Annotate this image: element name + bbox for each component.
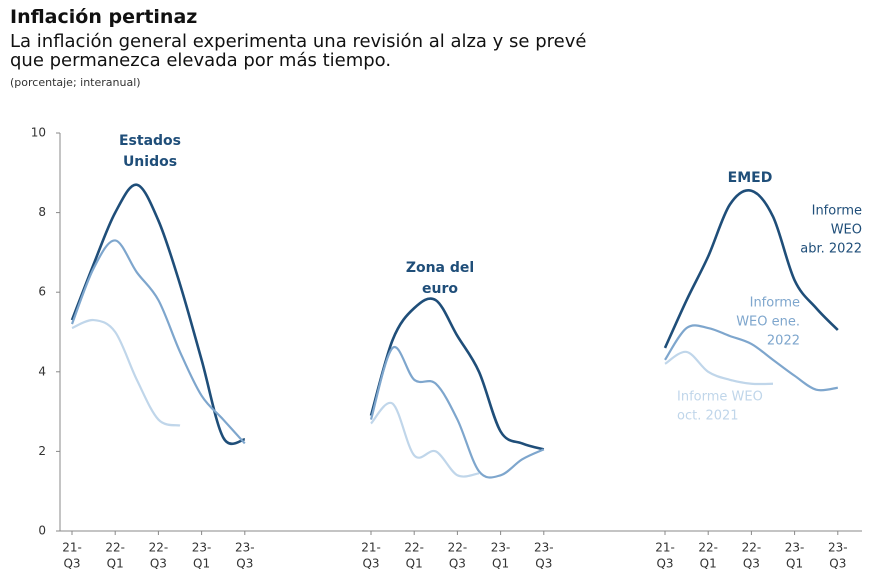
y-tick-label: 8 bbox=[38, 205, 46, 219]
note: (porcentaje; interanual) bbox=[10, 76, 141, 89]
x-tick-label: Q3 bbox=[829, 557, 846, 571]
series-label: abr. 2022 bbox=[800, 242, 862, 257]
series-label: Informe bbox=[750, 296, 800, 311]
x-tick-label: Q1 bbox=[786, 557, 803, 571]
x-tick-label: 21- bbox=[361, 541, 381, 555]
title: Inflación pertinaz bbox=[10, 6, 198, 28]
y-tick-label: 10 bbox=[31, 126, 46, 140]
subtitle: que permanezca elevada por más tiempo. bbox=[10, 50, 392, 71]
x-tick-label: Q3 bbox=[362, 557, 379, 571]
series-label: 2022 bbox=[767, 334, 800, 349]
y-tick-label: 2 bbox=[38, 444, 46, 458]
line-series bbox=[664, 350, 774, 386]
series-label: oct. 2021 bbox=[677, 409, 739, 424]
x-tick-label: Q3 bbox=[743, 557, 760, 571]
x-tick-label: Q3 bbox=[535, 557, 552, 571]
line-series bbox=[663, 188, 839, 349]
x-tick-label: 23- bbox=[828, 541, 848, 555]
y-tick-label: 6 bbox=[38, 285, 46, 299]
line-series bbox=[664, 324, 838, 392]
series-label: Informe bbox=[812, 204, 862, 219]
x-tick-label: 22- bbox=[404, 541, 424, 555]
x-tick-label: Q3 bbox=[150, 557, 167, 571]
x-tick-label: 22- bbox=[105, 541, 125, 555]
series-label: Informe WEO bbox=[677, 390, 763, 405]
x-tick-label: 23- bbox=[235, 541, 255, 555]
series-label: WEO bbox=[831, 223, 862, 238]
x-tick-label: 21- bbox=[62, 541, 82, 555]
y-tick-label: 0 bbox=[38, 524, 46, 538]
x-tick-label: Q1 bbox=[193, 557, 210, 571]
panel-title: euro bbox=[422, 281, 458, 297]
x-tick-label: Q3 bbox=[449, 557, 466, 571]
x-tick-label: Q1 bbox=[107, 557, 124, 571]
x-tick-label: 22- bbox=[698, 541, 718, 555]
panel-title: Zona del bbox=[406, 260, 474, 276]
line-series bbox=[71, 318, 181, 427]
x-tick-label: 23- bbox=[785, 541, 805, 555]
x-tick-label: 23- bbox=[192, 541, 212, 555]
x-tick-label: Q1 bbox=[700, 557, 717, 571]
subtitle: La inflación general experimenta una rev… bbox=[10, 31, 587, 52]
x-tick-label: Q3 bbox=[656, 557, 673, 571]
x-tick-label: Q1 bbox=[492, 557, 509, 571]
line-series bbox=[369, 297, 545, 451]
panel-title: Estados bbox=[119, 133, 181, 149]
x-tick-label: Q3 bbox=[236, 557, 253, 571]
series-label: WEO ene. bbox=[736, 315, 800, 330]
line-series bbox=[370, 401, 480, 478]
x-tick-label: Q1 bbox=[406, 557, 423, 571]
x-tick-label: 22- bbox=[149, 541, 169, 555]
panel-title: Unidos bbox=[123, 154, 177, 170]
line-series bbox=[70, 239, 246, 445]
panel-title: EMED bbox=[728, 170, 773, 186]
y-tick-label: 4 bbox=[38, 364, 46, 378]
x-tick-label: 21- bbox=[655, 541, 675, 555]
x-tick-label: 22- bbox=[448, 541, 468, 555]
x-tick-label: 22- bbox=[742, 541, 762, 555]
line-series bbox=[70, 183, 246, 446]
x-tick-label: Q3 bbox=[63, 557, 80, 571]
x-tick-label: 23- bbox=[534, 541, 554, 555]
line-series bbox=[369, 346, 545, 479]
x-tick-label: 23- bbox=[491, 541, 511, 555]
